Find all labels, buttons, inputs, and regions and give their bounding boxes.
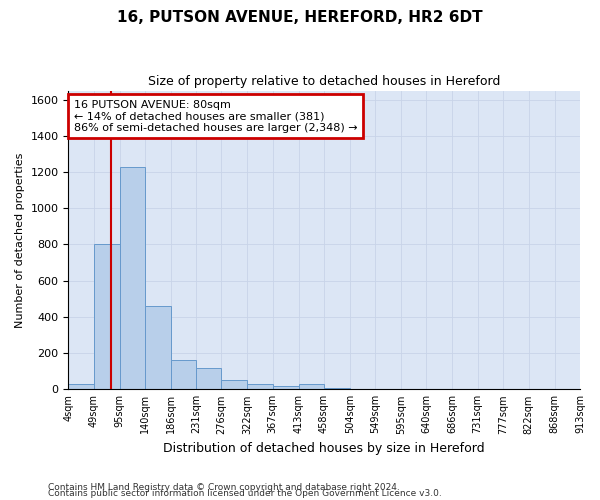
- Bar: [171, 360, 196, 390]
- Bar: [221, 380, 247, 390]
- Bar: [94, 244, 119, 390]
- Bar: [247, 384, 273, 390]
- Bar: [299, 384, 324, 390]
- Text: Contains HM Land Registry data © Crown copyright and database right 2024.: Contains HM Land Registry data © Crown c…: [48, 484, 400, 492]
- Bar: [324, 388, 350, 390]
- Text: Contains public sector information licensed under the Open Government Licence v3: Contains public sector information licen…: [48, 490, 442, 498]
- X-axis label: Distribution of detached houses by size in Hereford: Distribution of detached houses by size …: [163, 442, 485, 455]
- Title: Size of property relative to detached houses in Hereford: Size of property relative to detached ho…: [148, 75, 500, 88]
- Bar: [196, 368, 221, 390]
- Bar: [145, 306, 171, 390]
- Bar: [68, 384, 94, 390]
- Bar: [119, 166, 145, 390]
- Text: 16 PUTSON AVENUE: 80sqm
← 14% of detached houses are smaller (381)
86% of semi-d: 16 PUTSON AVENUE: 80sqm ← 14% of detache…: [74, 100, 357, 132]
- Text: 16, PUTSON AVENUE, HEREFORD, HR2 6DT: 16, PUTSON AVENUE, HEREFORD, HR2 6DT: [117, 10, 483, 25]
- Bar: [273, 386, 299, 390]
- Y-axis label: Number of detached properties: Number of detached properties: [15, 152, 25, 328]
